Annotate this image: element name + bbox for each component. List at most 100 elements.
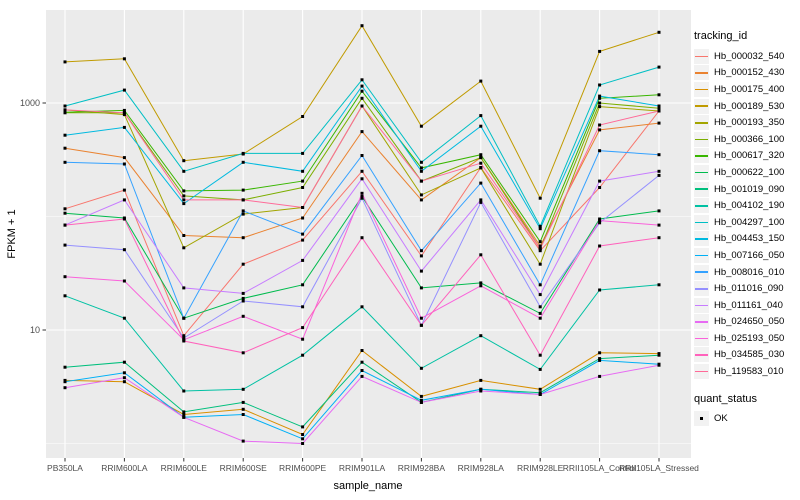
legend-item-Hb_008016_010: Hb_008016_010 bbox=[694, 264, 800, 281]
data-point bbox=[301, 433, 305, 436]
data-point bbox=[538, 262, 542, 266]
legend-item-Hb_001019_090: Hb_001019_090 bbox=[694, 181, 800, 198]
data-point bbox=[598, 374, 602, 378]
data-point bbox=[419, 394, 423, 398]
quant-ok-key-icon bbox=[694, 410, 709, 426]
data-point bbox=[598, 357, 602, 361]
data-point bbox=[419, 398, 423, 402]
data-point bbox=[598, 96, 602, 100]
data-point bbox=[182, 286, 186, 290]
legend-item-label: Hb_004297_100 bbox=[714, 216, 785, 228]
data-point bbox=[63, 365, 67, 369]
data-point bbox=[419, 366, 423, 370]
legend-key-line-icon bbox=[694, 314, 709, 330]
legend-item-Hb_024650_050: Hb_024650_050 bbox=[694, 314, 800, 331]
data-point bbox=[538, 293, 542, 297]
legend-item-label: Hb_004453_150 bbox=[714, 233, 785, 245]
data-point bbox=[419, 254, 423, 258]
data-point bbox=[241, 314, 245, 318]
data-point bbox=[241, 236, 245, 240]
data-point bbox=[598, 221, 602, 225]
legend-item-label: Hb_000175_400 bbox=[714, 83, 785, 95]
data-point bbox=[479, 378, 483, 382]
data-point bbox=[419, 124, 423, 128]
legend-item-Hb_025193_050: Hb_025193_050 bbox=[694, 330, 800, 347]
legend-item-label: Hb_008016_010 bbox=[714, 266, 785, 278]
data-point bbox=[63, 108, 67, 112]
data-point bbox=[122, 111, 126, 115]
data-points bbox=[63, 24, 661, 445]
data-point bbox=[360, 191, 364, 195]
legend-key-line-icon bbox=[694, 347, 709, 363]
data-point bbox=[538, 196, 542, 200]
data-point bbox=[657, 283, 661, 287]
data-point bbox=[63, 294, 67, 298]
legend-item-label: Hb_000366_100 bbox=[714, 133, 785, 145]
data-point bbox=[598, 149, 602, 153]
data-point bbox=[182, 189, 186, 193]
legend-key-line-icon bbox=[694, 281, 709, 297]
data-point bbox=[479, 281, 483, 285]
data-point bbox=[122, 188, 126, 192]
data-point bbox=[657, 109, 661, 113]
legend-item-label: Hb_034585_030 bbox=[714, 349, 785, 361]
x-tick-label: PB350LA bbox=[47, 463, 83, 473]
data-point bbox=[479, 284, 483, 288]
data-point bbox=[241, 160, 245, 164]
data-point bbox=[301, 238, 305, 242]
data-point bbox=[122, 248, 126, 252]
data-point bbox=[598, 179, 602, 183]
data-point bbox=[538, 283, 542, 287]
data-point bbox=[657, 209, 661, 213]
data-point bbox=[182, 169, 186, 173]
data-point bbox=[63, 380, 67, 384]
legend-item-Hb_000189_530: Hb_000189_530 bbox=[694, 98, 800, 115]
legend-key-line-icon bbox=[694, 131, 709, 147]
legend-item-Hb_004102_190: Hb_004102_190 bbox=[694, 197, 800, 214]
x-tick-label: RRIM600PE bbox=[279, 463, 327, 473]
data-point bbox=[479, 334, 483, 338]
legend-item-Hb_000175_400: Hb_000175_400 bbox=[694, 81, 800, 98]
data-point bbox=[598, 358, 602, 362]
data-point bbox=[182, 159, 186, 163]
data-point bbox=[301, 442, 305, 445]
data-point bbox=[598, 94, 602, 98]
data-point bbox=[479, 153, 483, 157]
data-point bbox=[301, 169, 305, 173]
data-point bbox=[241, 400, 245, 404]
x-tick-label: RRIM928LA bbox=[458, 463, 505, 473]
data-point bbox=[479, 389, 483, 393]
legend-item-quant-ok: OK bbox=[694, 410, 800, 427]
data-point bbox=[419, 323, 423, 327]
x-tick-label: RRII105LA_Stressed bbox=[619, 463, 699, 473]
legend-item-label: Hb_000152_430 bbox=[714, 67, 785, 79]
data-point bbox=[360, 104, 364, 108]
data-point bbox=[182, 339, 186, 343]
legend-item-Hb_000152_430: Hb_000152_430 bbox=[694, 65, 800, 82]
data-point bbox=[479, 79, 483, 83]
data-point bbox=[122, 57, 126, 61]
data-point bbox=[657, 236, 661, 240]
legend: tracking_id Hb_000032_540 Hb_000152_430 Hb… bbox=[694, 30, 800, 426]
x-tick-label: RRIM600SE bbox=[220, 463, 268, 473]
data-point bbox=[241, 387, 245, 391]
data-point bbox=[360, 24, 364, 28]
data-point bbox=[182, 413, 186, 416]
y-tick-label: 10 bbox=[30, 325, 40, 335]
legend-key-line-icon bbox=[694, 81, 709, 97]
legend-key-line-icon bbox=[694, 164, 709, 180]
data-point bbox=[657, 169, 661, 173]
legend-key-line-icon bbox=[694, 198, 709, 214]
y-tick-label: 1000 bbox=[20, 98, 40, 108]
data-point bbox=[122, 108, 126, 112]
legend-item-Hb_007166_050: Hb_007166_050 bbox=[694, 247, 800, 264]
data-point bbox=[657, 106, 661, 110]
data-point bbox=[360, 305, 364, 309]
data-point bbox=[657, 65, 661, 69]
data-point bbox=[598, 83, 602, 87]
legend-item-Hb_000622_100: Hb_000622_100 bbox=[694, 164, 800, 181]
data-point bbox=[419, 249, 423, 253]
data-point bbox=[182, 202, 186, 206]
data-point bbox=[122, 279, 126, 283]
